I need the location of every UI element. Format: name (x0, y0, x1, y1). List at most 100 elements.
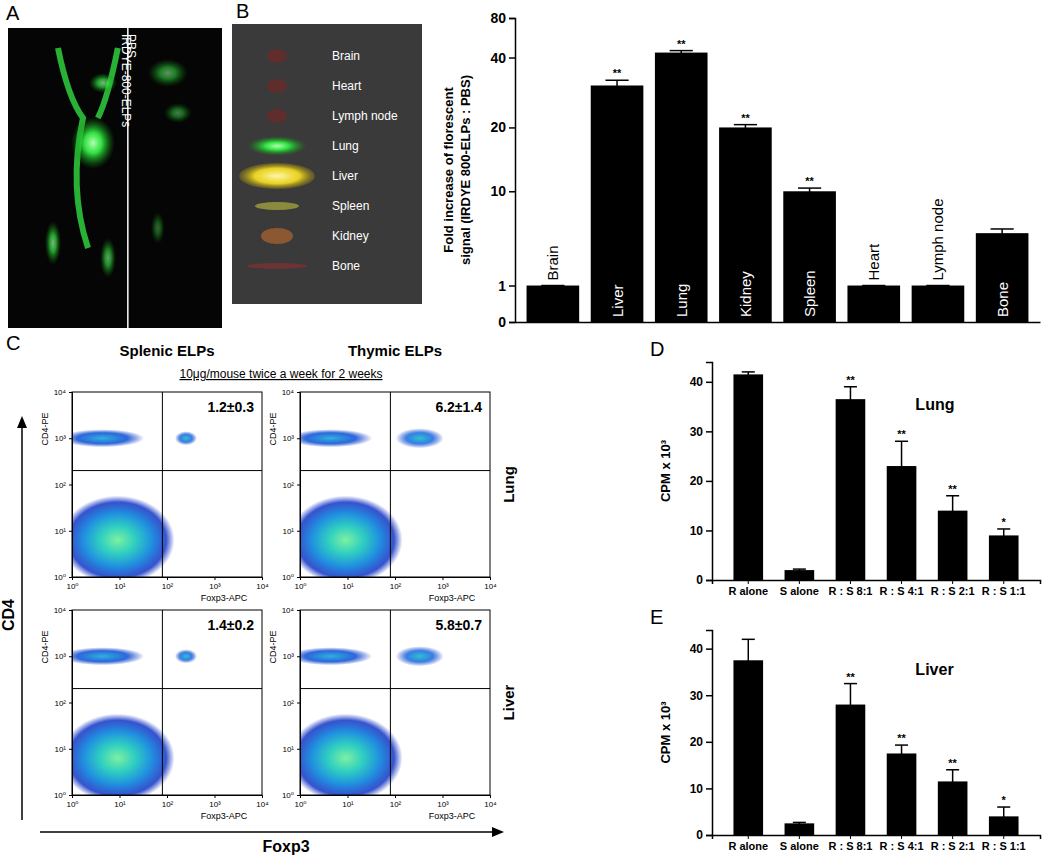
signal-spot (164, 103, 192, 123)
error-bar-cap (895, 744, 908, 746)
y-tick-mark (297, 485, 300, 486)
organ-label: Bone (332, 259, 360, 273)
y-tick-label: 10 (690, 524, 704, 538)
y-tick-mark (69, 610, 72, 611)
x-tick-mark (490, 795, 491, 798)
error-bar (946, 496, 959, 526)
x-tick-mark (167, 577, 168, 580)
y-tick-mark (706, 742, 712, 744)
plot-y-label: CD4-PE (268, 412, 278, 445)
x-tick-label: 10⁴ (484, 582, 497, 591)
error-bar-stem (1001, 229, 1003, 237)
y-axis: 010203040 (690, 631, 713, 843)
error-bar (946, 770, 959, 793)
x-tick-label: 10¹ (114, 800, 126, 809)
y-tick-label: 10¹ (54, 527, 66, 536)
bar-texts: ********BrainLiverLungKidneySpleenHeartL… (441, 38, 1011, 317)
x-tick-label: 10⁴ (484, 800, 497, 809)
error-bar-cap (895, 441, 908, 443)
error-bar-cap (541, 285, 564, 287)
y-tick-mark (69, 577, 72, 578)
y-tick-label: 10⁴ (282, 388, 295, 397)
error-bar (793, 822, 806, 824)
x-tick-label: R : S 2:1 (931, 840, 975, 852)
y-axis-title: signal (IRDYE 800-ELPs : PBS) (458, 75, 473, 265)
y-tick: 10¹ (54, 745, 72, 754)
y-tick: 30 (690, 689, 712, 703)
y-tick-mark (706, 695, 712, 697)
x-axis-line (73, 578, 263, 581)
error-bar-stem (850, 684, 852, 726)
panel-letter: C (6, 332, 20, 354)
x-tick-label: R : S 1:1 (982, 840, 1026, 852)
x-tick: 10⁴ (484, 577, 497, 591)
x-tick-label: 10³ (209, 582, 221, 591)
significance: ** (741, 112, 750, 124)
y-tick-label: 1 (498, 278, 506, 294)
y-tick-label: 10² (282, 481, 294, 490)
error-bar (742, 639, 755, 681)
bar (527, 286, 580, 322)
x-tick-mark (395, 577, 396, 580)
significance: ** (613, 67, 622, 79)
x-axis-title: Foxp3 (262, 838, 309, 855)
background (0, 0, 1050, 859)
x-tick: R : S 1:1 (982, 580, 1026, 597)
error-bar (862, 285, 885, 286)
y-tick-mark (706, 580, 712, 582)
organ-image (247, 136, 307, 156)
x-tick-label: 10² (162, 582, 174, 591)
significance: ** (846, 374, 855, 386)
quadrant-percent: 5.8±0.7 (435, 617, 482, 633)
x-tick-mark (120, 577, 121, 580)
quadrant-gate (390, 610, 391, 795)
x-tick-label: 10² (390, 800, 402, 809)
x-tick-label: 10¹ (342, 800, 354, 809)
panel-letter: B (236, 0, 249, 22)
y-tick-label: 10³ (282, 652, 294, 661)
bar-label: Spleen (801, 270, 818, 317)
y-tick-mark (297, 531, 300, 532)
x-tick-label: R alone (728, 585, 768, 597)
y-tick-label: 10⁴ (54, 606, 67, 615)
error-bar-cap (862, 285, 885, 287)
y-tick-mark (509, 18, 515, 20)
cd4-band (300, 429, 372, 447)
axis-arrow-head (492, 827, 504, 837)
y-tick-label: 0 (498, 314, 506, 330)
x-tick-mark (262, 577, 263, 580)
x-tick-label: 10² (162, 800, 174, 809)
chart-title: Liver (915, 661, 953, 678)
y-tick: 10³ (282, 434, 300, 443)
y-tick-mark (69, 438, 72, 439)
y-axis-line (297, 393, 301, 578)
y-tick-label: 10⁰ (54, 791, 66, 800)
x-tick: 10² (390, 577, 402, 591)
error-bar-cap (605, 79, 628, 81)
bar (591, 85, 644, 322)
y-tick-label: 30 (690, 689, 704, 703)
image-panel: IRDYE-800-ELPsPBS (8, 28, 222, 328)
cell-cloud (300, 496, 403, 577)
x-tick-label: 10⁰ (294, 800, 306, 809)
significance: ** (805, 175, 814, 187)
y-tick-mark (297, 656, 300, 657)
x-tick: 10¹ (342, 577, 354, 591)
organ-label: Kidney (332, 229, 369, 243)
panel-letter: A (6, 2, 20, 24)
y-tick: 10¹ (54, 527, 72, 536)
y-axis-line (706, 363, 713, 581)
x-tick-mark (799, 835, 800, 839)
y-axis-title: CPM x 10³ (658, 439, 673, 502)
quadrant-gate (300, 470, 490, 471)
image-label: PBS (124, 34, 138, 58)
x-tick-label: 10³ (209, 800, 221, 809)
y-tick-mark (509, 285, 515, 287)
error-bar-stem (745, 125, 747, 133)
bar (785, 823, 815, 835)
x-tick-mark (901, 580, 902, 584)
y-tick: 30 (690, 425, 712, 439)
x-tick: 10³ (437, 795, 449, 809)
y-tick-label: 10 (690, 782, 704, 796)
bar (733, 374, 763, 580)
